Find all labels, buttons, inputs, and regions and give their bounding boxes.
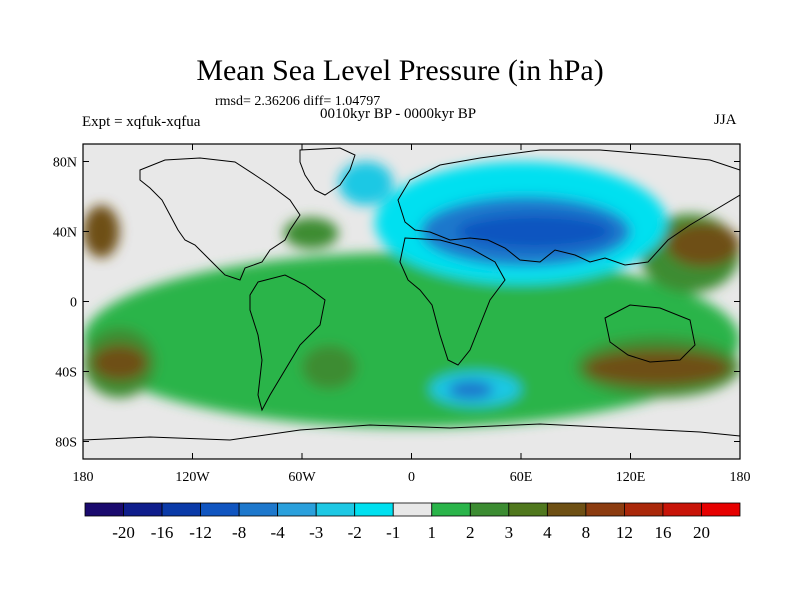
colorbar-label: 20: [693, 523, 710, 542]
colorbar-label: -12: [189, 523, 212, 542]
colorbar-swatch: [84, 502, 124, 517]
colorbar-swatch: [200, 502, 240, 517]
colorbar-label: -20: [112, 523, 135, 542]
experiment-label: Expt = xqfuk-xqfua: [82, 114, 201, 130]
colorbar-label: 12: [616, 523, 633, 542]
anomaly-region-2: [92, 345, 147, 381]
anomaly-region-7: [584, 350, 731, 386]
colorbar-label: -8: [232, 523, 246, 542]
y-axis: 80N 40N 0 40S 80S: [53, 156, 740, 451]
y-tick-label: 40N: [53, 226, 77, 241]
coast-australia: [604, 304, 696, 363]
anomaly-region-0: [83, 252, 740, 428]
colorbar-label: -3: [309, 523, 323, 542]
colorbar-label: 8: [582, 523, 591, 542]
colorbar-swatch: [701, 502, 741, 517]
x-tick-label: 0: [408, 470, 415, 485]
anomaly-region-15: [448, 380, 494, 400]
anomaly-region-13: [457, 214, 613, 249]
colorbar-label: 1: [428, 523, 437, 542]
colorbar-label: 2: [466, 523, 475, 542]
colorbar-swatch: [392, 502, 433, 517]
coast-south-america: [249, 274, 326, 412]
colorbar-label: -1: [386, 523, 400, 542]
colorbar-swatch: [585, 502, 625, 517]
coast-greenland: [299, 147, 356, 196]
colorbar-swatch: [123, 502, 163, 517]
y-tick-label: 0: [70, 296, 77, 311]
colorbar-swatch: [508, 502, 548, 517]
stats-text: rmsd= 2.36206 diff= 1.04797: [215, 94, 381, 109]
map-area: [83, 144, 740, 459]
colorbar: -20 -16 -12 -8 -4 -3 -2 -1 1 2 3 4 8 12 16 20: [84, 502, 741, 542]
x-tick-label: 120W: [175, 470, 210, 485]
x-tick-label: 120E: [616, 470, 646, 485]
coast-north-america: [139, 157, 301, 281]
colorbar-swatch: [662, 502, 702, 517]
period-text: 0010kyr BP - 0000kyr BP: [320, 106, 477, 122]
colorbar-swatch: [161, 502, 201, 517]
coastlines: [83, 147, 740, 441]
anomaly-region-9: [667, 222, 740, 267]
x-tick-label: 180: [73, 470, 94, 485]
colorbar-label: -4: [271, 523, 286, 542]
y-tick-label: 80S: [55, 436, 77, 451]
y-tick-label: 40S: [55, 366, 77, 381]
chart-title: Mean Sea Level Pressure (in hPa): [196, 54, 604, 87]
anomaly-region-4: [302, 345, 357, 389]
x-axis: 180 120W 60W 0 60E 120E 180: [73, 144, 751, 485]
colorbar-swatch: [238, 502, 279, 517]
anomaly-region-3: [83, 205, 120, 258]
colorbar-swatch: [624, 502, 664, 517]
x-tick-label: 60W: [288, 470, 316, 485]
x-tick-label: 180: [730, 470, 751, 485]
colorbar-label: 3: [505, 523, 514, 542]
anomaly-region-5: [283, 217, 339, 249]
colorbar-label: 16: [654, 523, 671, 542]
colorbar-label: -2: [348, 523, 362, 542]
colorbar-swatch: [431, 502, 471, 517]
season-label: JJA: [714, 112, 737, 128]
colorbar-swatch: [546, 502, 587, 517]
x-tick-label: 60E: [510, 470, 533, 485]
anomaly-fields: [83, 161, 740, 428]
y-tick-label: 80N: [53, 156, 77, 171]
colorbar-label: -16: [151, 523, 174, 542]
coast-africa: [399, 237, 506, 366]
colorbar-swatch: [315, 502, 356, 517]
colorbar-swatch: [469, 502, 510, 517]
coast-antarctica: [83, 423, 740, 441]
colorbar-label: 4: [543, 523, 552, 542]
colorbar-swatch: [354, 502, 394, 517]
anomaly-region-11: [338, 161, 394, 206]
colorbar-swatch: [277, 502, 317, 517]
coast-eurasia: [397, 149, 740, 266]
